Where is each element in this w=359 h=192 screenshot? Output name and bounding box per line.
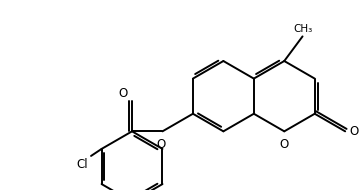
Text: O: O [118,87,128,100]
Text: Cl: Cl [76,158,88,171]
Text: CH₃: CH₃ [293,24,312,34]
Text: O: O [156,138,165,151]
Text: O: O [349,125,359,138]
Text: O: O [280,138,289,151]
